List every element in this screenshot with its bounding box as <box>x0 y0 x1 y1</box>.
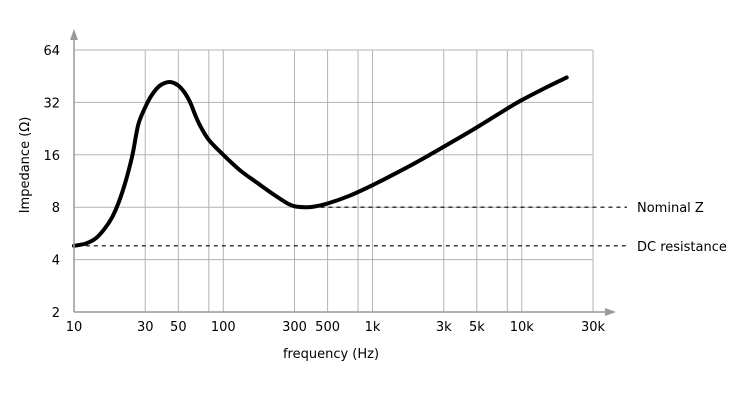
y-tick-label: 32 <box>43 96 60 111</box>
y-tick-label: 4 <box>52 254 60 269</box>
y-axis-arrow <box>70 29 78 40</box>
axes <box>70 29 616 316</box>
series-layer <box>72 75 569 248</box>
reference-labels: Nominal Z DC resistance <box>637 201 727 255</box>
y-tick-label: 2 <box>52 306 60 321</box>
y-tick-labels: 2 4 8 16 32 64 <box>43 44 60 321</box>
grid <box>74 49 594 312</box>
x-axis-title: frequency (Hz) <box>283 347 379 362</box>
x-tick-label: 1k <box>365 320 381 335</box>
x-tick-label: 30 <box>137 320 154 335</box>
y-tick-label: 8 <box>52 201 60 216</box>
y-axis-title: Impedance (Ω) <box>18 117 33 214</box>
x-tick-label: 3k <box>436 320 452 335</box>
x-tick-label: 5k <box>469 320 485 335</box>
x-tick-label: 500 <box>315 320 340 335</box>
x-tick-label: 30k <box>581 320 606 335</box>
y-tick-label: 16 <box>43 149 60 164</box>
reference-label: Nominal Z <box>637 201 704 216</box>
x-tick-label: 10k <box>510 320 535 335</box>
x-tick-label: 50 <box>170 320 187 335</box>
x-tick-label: 100 <box>211 320 236 335</box>
reference-lines <box>85 206 627 247</box>
y-tick-label: 64 <box>43 44 60 59</box>
x-axis-arrow <box>605 308 616 316</box>
x-tick-labels: 10 30 50 100 300 500 1k 3k 5k 10k 30k <box>66 320 606 335</box>
x-tick-label: 300 <box>282 320 307 335</box>
impedance-curve <box>72 75 569 248</box>
x-tick-label: 10 <box>66 320 83 335</box>
reference-label: DC resistance <box>637 240 727 255</box>
